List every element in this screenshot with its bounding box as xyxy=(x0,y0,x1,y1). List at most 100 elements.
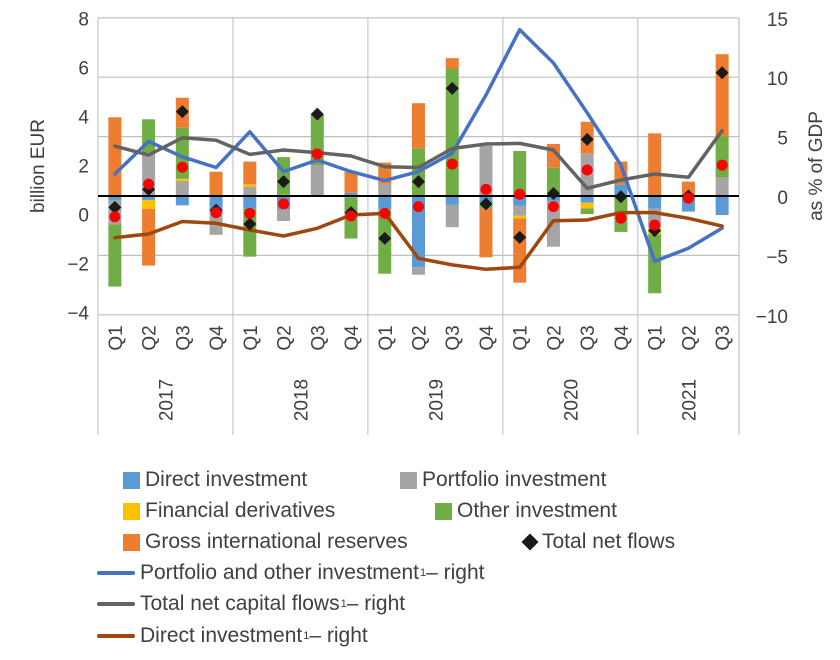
line-series xyxy=(113,27,724,272)
x-tick-label-quarter: Q2 xyxy=(140,325,161,350)
bar-direct-investment-8 xyxy=(378,196,392,210)
line-total-net-capital-flows-1 xyxy=(113,128,724,191)
bar-other-investment-12 xyxy=(513,150,527,196)
bar-portfolio-investment-5 xyxy=(277,209,291,221)
marker-series xyxy=(108,66,729,245)
marker-total-net-flows-10 xyxy=(445,81,459,95)
x-tick-label-quarter: Q4 xyxy=(477,325,498,351)
bar-portfolio-investment-10 xyxy=(445,204,459,228)
right-tick-label: 5 xyxy=(777,129,788,150)
right-tick-label: 10 xyxy=(767,69,788,90)
bar-portfolio-investment-18 xyxy=(715,177,729,196)
bar-direct-investment-10 xyxy=(445,196,459,205)
bar-portfolio-investment-8 xyxy=(378,183,392,196)
x-tick-label-quarter: Q2 xyxy=(544,325,565,350)
x-tick-label-year: 2021 xyxy=(679,379,700,421)
x-tick-label-quarter: Q2 xyxy=(275,325,296,350)
x-tick-label-quarter: Q1 xyxy=(106,325,127,350)
x-tick-label-year: 2019 xyxy=(426,379,447,421)
marker-red-dot-15 xyxy=(615,212,627,224)
left-tick-label: −2 xyxy=(67,255,89,276)
marker-total-net-flows-9 xyxy=(412,175,425,189)
left-tick-label: 0 xyxy=(78,206,89,227)
marker-red-dot-17 xyxy=(682,192,694,204)
bar-direct-investment-15 xyxy=(614,184,628,196)
x-tick-label-quarter: Q2 xyxy=(410,325,431,350)
right-tick-label: −5 xyxy=(766,247,788,268)
left-tick-label: −4 xyxy=(67,304,89,325)
gridlines xyxy=(97,17,740,435)
bar-financial-derivatives-1 xyxy=(142,199,156,209)
bar-financial-derivatives-2 xyxy=(175,178,189,181)
bar-direct-investment-0 xyxy=(108,196,122,200)
right-tick-label: 15 xyxy=(767,10,788,31)
x-tick-label-quarter: Q1 xyxy=(511,325,532,350)
left-axis-ticks: 8 6 4 2 0 −2 −4 xyxy=(67,10,89,325)
bar-direct-investment-1 xyxy=(142,196,156,200)
marker-red-dot-1 xyxy=(143,178,155,190)
x-tick-label-year: 2017 xyxy=(156,379,177,421)
marker-red-dot-18 xyxy=(716,159,728,171)
bar-other-investment-13 xyxy=(546,167,560,196)
bar-other-investment-4 xyxy=(243,208,257,257)
bar-portfolio-investment-9 xyxy=(412,267,425,275)
x-tick-label-quarter: Q3 xyxy=(308,325,329,350)
bar-direct-investment-18 xyxy=(715,196,729,216)
x-tick-label-quarter: Q3 xyxy=(443,325,464,350)
x-tick-label-quarter: Q3 xyxy=(713,325,734,350)
left-tick-label: 2 xyxy=(78,157,89,178)
bar-gross-international-reserves-1 xyxy=(142,208,156,266)
marker-red-dot-7 xyxy=(345,210,357,222)
x-tick-label-quarter: Q2 xyxy=(679,325,700,350)
bar-other-investment-18 xyxy=(715,136,729,178)
right-axis-ticks: 15 10 5 0 −5 −10 xyxy=(756,10,788,328)
marker-red-dot-10 xyxy=(446,158,458,170)
x-axis-ticks: Q1 Q2 Q3 Q4 Q1 Q2 Q3 Q4 Q1 Q2 Q3 Q4 Q1 Q2 Q3 Q4 Q1 Q2 Q3 20… xyxy=(106,325,734,421)
bar-gross-international-reserves-11 xyxy=(479,208,493,258)
bar-direct-investment-14 xyxy=(580,196,594,203)
bar-gross-international-reserves-3 xyxy=(209,171,223,196)
marker-total-net-flows-13 xyxy=(546,187,560,201)
bar-direct-investment-2 xyxy=(175,196,189,206)
right-tick-label: −10 xyxy=(756,307,788,328)
bar-financial-derivatives-12 xyxy=(513,215,527,219)
bar-portfolio-investment-2 xyxy=(175,180,189,196)
marker-total-net-flows-4 xyxy=(243,217,257,231)
x-tick-label-quarter: Q3 xyxy=(173,325,194,350)
x-tick-label-quarter: Q1 xyxy=(646,325,667,350)
marker-red-dot-0 xyxy=(109,211,121,223)
marker-red-dot-3 xyxy=(210,207,222,219)
marker-red-dot-6 xyxy=(311,148,323,160)
marker-red-dot-4 xyxy=(244,207,256,219)
x-tick-label-quarter: Q1 xyxy=(376,325,397,350)
marker-red-dot-9 xyxy=(413,201,424,213)
bar-direct-investment-9 xyxy=(412,196,425,268)
bar-direct-investment-12 xyxy=(513,196,527,206)
bar-gross-international-reserves-12 xyxy=(513,218,527,283)
bar-portfolio-investment-6 xyxy=(310,165,324,196)
marker-total-net-flows-2 xyxy=(175,105,189,119)
bar-financial-derivatives-4 xyxy=(243,184,257,187)
right-axis-title: as % of GDP xyxy=(806,111,827,221)
marker-total-net-flows-0 xyxy=(108,200,122,214)
bar-gross-international-reserves-17 xyxy=(681,181,695,196)
marker-red-dot-13 xyxy=(547,201,559,213)
marker-total-net-flows-12 xyxy=(513,230,527,244)
bar-gross-international-reserves-4 xyxy=(243,161,257,185)
left-tick-label: 6 xyxy=(78,59,89,80)
x-tick-label-quarter: Q4 xyxy=(207,325,228,351)
right-tick-label: 0 xyxy=(777,188,788,209)
bar-portfolio-investment-13 xyxy=(546,200,560,247)
marker-red-dot-11 xyxy=(480,183,492,195)
x-tick-label-quarter: Q1 xyxy=(241,325,262,350)
bar-direct-investment-16 xyxy=(648,196,662,209)
left-axis-title: billion EUR xyxy=(28,119,49,213)
bar-gross-international-reserves-10 xyxy=(445,58,459,69)
bar-direct-investment-4 xyxy=(243,196,257,209)
x-tick-label-year: 2020 xyxy=(561,379,582,421)
marker-total-net-flows-8 xyxy=(378,231,392,245)
marker-total-net-flows-14 xyxy=(580,132,594,146)
bar-direct-investment-7 xyxy=(344,192,358,196)
marker-red-dot-16 xyxy=(649,219,661,231)
